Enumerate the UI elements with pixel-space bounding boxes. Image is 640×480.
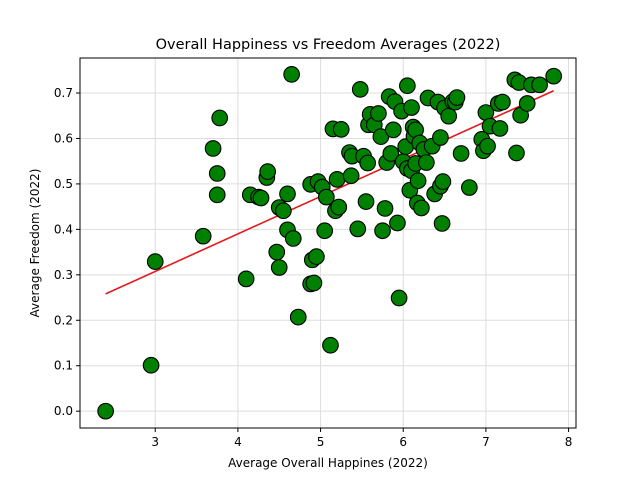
chart-title: Overall Happiness vs Freedom Averages (2… (156, 37, 501, 53)
x-axis-ticks: 3 4 5 6 7 8 (151, 428, 572, 449)
y-tick-label: 0.7 (54, 86, 73, 100)
data-point (283, 66, 300, 83)
data-point (349, 220, 367, 238)
data-point (252, 189, 270, 207)
data-point (317, 188, 335, 206)
data-point (279, 185, 296, 203)
data-point (390, 289, 408, 307)
x-tick-label: 5 (317, 435, 325, 449)
data-point (432, 129, 449, 146)
data-point (452, 145, 470, 162)
x-axis-label: Average Overall Happines (2022) (228, 456, 428, 470)
data-point (194, 227, 212, 245)
y-tick-label: 0.5 (54, 177, 73, 191)
data-point (433, 215, 451, 232)
data-point (332, 121, 350, 138)
plot-frame (79, 57, 577, 429)
data-point (322, 336, 339, 354)
x-tick-label: 8 (565, 435, 573, 449)
data-point (357, 193, 375, 210)
y-tick-label: 0.2 (54, 313, 73, 327)
data-point (382, 145, 400, 162)
data-point (479, 137, 496, 155)
data-point (330, 198, 348, 216)
x-tick-label: 3 (151, 435, 159, 449)
data-point (328, 171, 346, 188)
data-point (351, 81, 369, 98)
data-point (508, 144, 525, 162)
x-tick-label: 7 (482, 435, 490, 449)
x-tick-label: 6 (399, 435, 407, 449)
data-point (142, 356, 160, 374)
data-point (389, 214, 406, 232)
y-tick-label: 0.0 (54, 404, 73, 418)
y-tick-label: 0.1 (54, 359, 73, 373)
y-axis-label: Average Freedom (2022) (28, 169, 42, 318)
data-point (409, 172, 427, 190)
data-point (316, 222, 334, 240)
data-point (308, 248, 325, 265)
data-point (399, 77, 416, 95)
data-point (413, 199, 430, 217)
data-point (376, 200, 394, 217)
data-point (237, 270, 255, 288)
data-point (531, 76, 548, 94)
data-point (259, 163, 277, 180)
data-point (461, 179, 478, 196)
data-point (494, 93, 511, 111)
data-point (440, 107, 458, 125)
grid-lines (80, 58, 576, 428)
data-point (448, 89, 466, 106)
data-point (418, 154, 435, 171)
data-point (289, 308, 307, 326)
data-point (342, 167, 360, 185)
data-point (384, 121, 402, 139)
data-point (403, 99, 420, 116)
data-point (491, 120, 509, 137)
y-tick-label: 0.6 (54, 131, 73, 145)
data-point (359, 154, 377, 172)
data-point (97, 402, 114, 420)
data-point (211, 109, 229, 127)
data-point (204, 140, 222, 157)
data-point (146, 253, 164, 270)
data-point (208, 165, 226, 182)
data-point (268, 243, 286, 261)
y-tick-label: 0.3 (54, 268, 73, 282)
x-tick-label: 4 (234, 435, 242, 449)
data-point (518, 95, 536, 112)
y-axis-ticks: 0.0 0.1 0.2 0.3 0.4 0.5 0.6 0.7 (54, 86, 80, 418)
data-point (284, 230, 302, 247)
data-point (305, 274, 323, 292)
data-point (270, 259, 288, 276)
data-point (374, 222, 391, 240)
data-points (97, 66, 563, 420)
data-point (208, 186, 226, 204)
y-tick-label: 0.4 (54, 222, 73, 236)
data-point (275, 202, 292, 220)
data-point (434, 173, 452, 190)
data-point (370, 105, 387, 122)
data-point (545, 67, 563, 85)
